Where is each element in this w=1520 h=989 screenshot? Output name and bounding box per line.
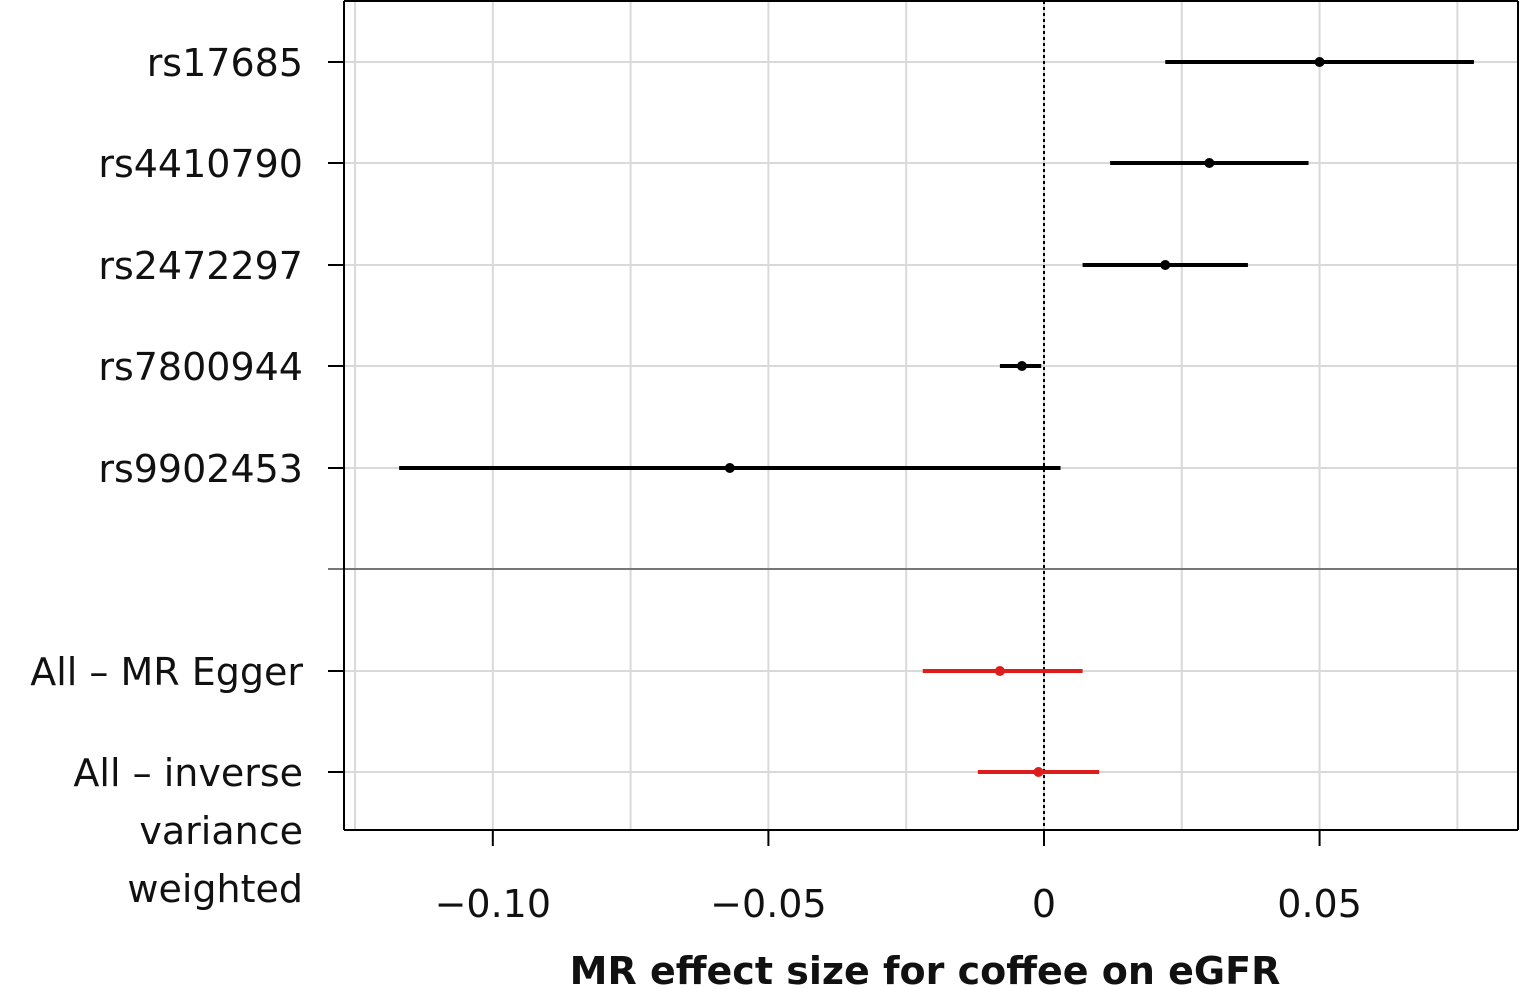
row-label-2: rs2472297 xyxy=(98,244,303,288)
axes-layer xyxy=(328,1,1518,846)
marks-layer xyxy=(399,57,1474,777)
row-label-0: rs17685 xyxy=(147,41,303,85)
x-tick-label-3: 0.05 xyxy=(1277,882,1362,926)
point-estimate-0 xyxy=(1315,57,1325,67)
x-tick-label-2: 0 xyxy=(1032,882,1056,926)
row-label-line-3-0: rs7800944 xyxy=(98,345,303,389)
grid-layer xyxy=(328,1,1518,830)
row-label-4: rs9902453 xyxy=(98,447,303,491)
label-layer: −0.10 −0.05 0 0.05 rs17685 rs4410790 rs2472297… xyxy=(30,41,1362,926)
row-label-line-6-2: weighted xyxy=(127,867,303,911)
row-label-3: rs7800944 xyxy=(98,345,303,389)
x-tick-label-1: −0.05 xyxy=(710,882,826,926)
row-label-line-6-0: All – inverse xyxy=(73,751,303,795)
point-estimate-3 xyxy=(1017,361,1027,371)
row-label-line-5-0: All – MR Egger xyxy=(30,650,303,694)
row-label-line-1-0: rs4410790 xyxy=(98,142,303,186)
row-label-line-6-1: variance xyxy=(139,809,303,853)
row-label-line-2-0: rs2472297 xyxy=(98,244,303,288)
row-label-5: All – MR Egger xyxy=(30,650,303,694)
x-tick-label-0: −0.10 xyxy=(435,882,551,926)
point-estimate-2 xyxy=(1160,260,1170,270)
point-estimate-4 xyxy=(725,463,735,473)
x-axis-title: MR effect size for coffee on eGFR xyxy=(570,949,1281,989)
row-label-6: All – inverse variance weighted xyxy=(73,751,303,911)
point-estimate-5 xyxy=(995,666,1005,676)
row-label-1: rs4410790 xyxy=(98,142,303,186)
point-estimate-6 xyxy=(1033,767,1043,777)
row-label-line-4-0: rs9902453 xyxy=(98,447,303,491)
row-label-line-0-0: rs17685 xyxy=(147,41,303,85)
point-estimate-1 xyxy=(1204,158,1214,168)
